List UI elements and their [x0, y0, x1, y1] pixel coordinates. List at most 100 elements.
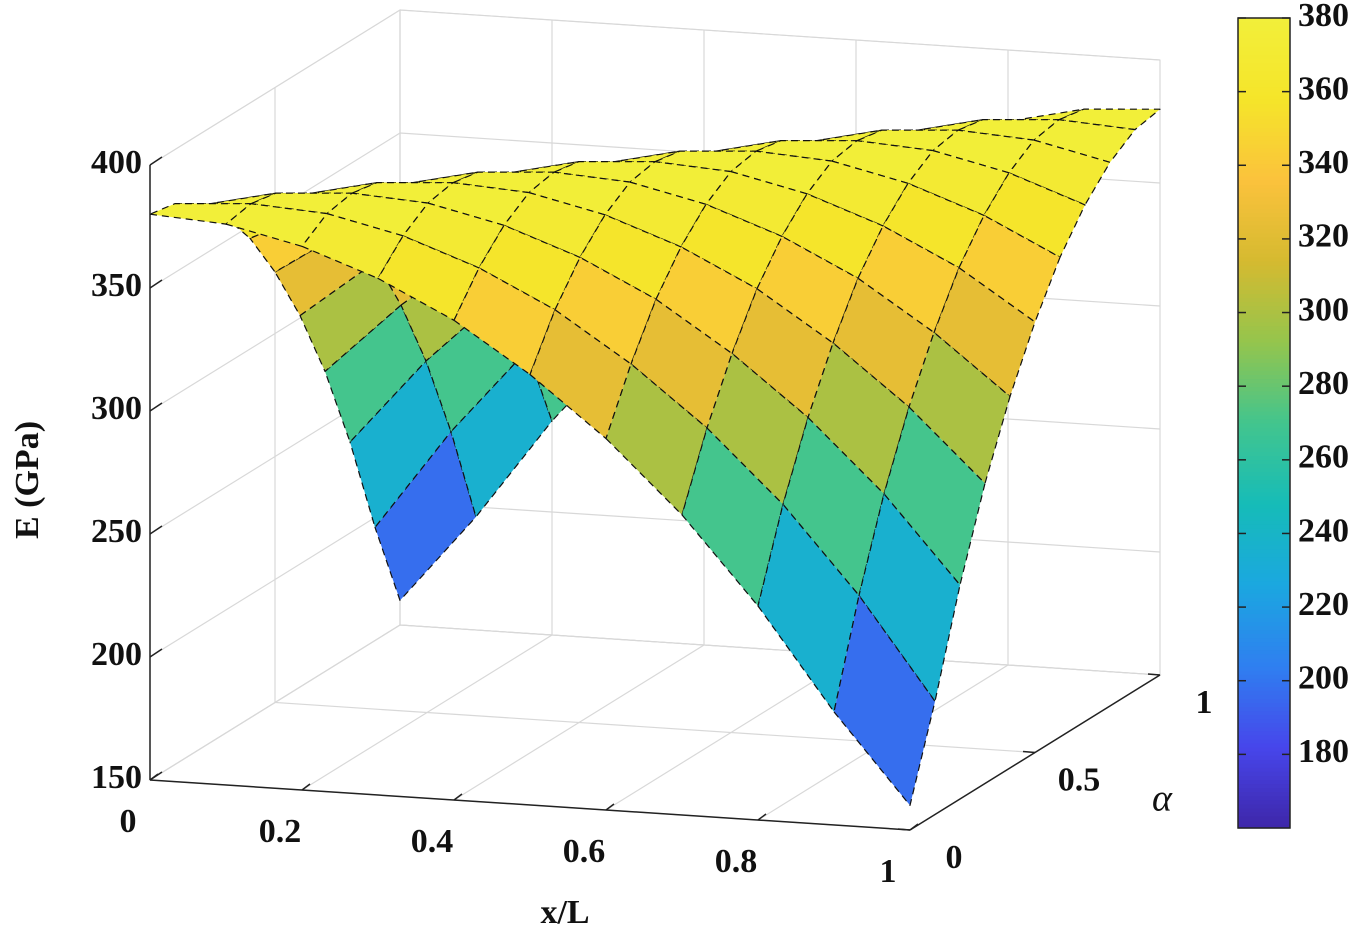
x-tick-label: 0.6 — [563, 833, 606, 870]
colorbar-segment — [1238, 301, 1290, 307]
colorbar-segment — [1238, 516, 1290, 521]
z-tick-label: 400 — [91, 144, 142, 181]
colorbar-segment — [1238, 305, 1290, 311]
colorbar-segment — [1238, 783, 1290, 789]
colorbar-segment — [1238, 706, 1290, 712]
alpha-tick-label: 0 — [946, 839, 963, 876]
colorbar-segment — [1238, 86, 1290, 92]
z-tick-label: 200 — [91, 636, 142, 673]
colorbar-segment — [1238, 540, 1290, 546]
colorbar-segment — [1238, 386, 1290, 392]
z-tick-label: 350 — [91, 267, 142, 304]
colorbar-segment — [1238, 508, 1290, 513]
colorbar-segment — [1238, 718, 1290, 724]
colorbar-segment — [1238, 641, 1290, 647]
colorbar-segment — [1238, 26, 1290, 31]
colorbar-segment — [1238, 38, 1290, 43]
z-tick-label: 250 — [91, 513, 142, 550]
colorbar-segment — [1238, 309, 1290, 315]
x-tick-label: 0.4 — [411, 823, 454, 860]
colorbar-segment — [1238, 763, 1290, 768]
colorbar-segment — [1238, 682, 1290, 687]
colorbar-segment — [1238, 232, 1290, 238]
colorbar-segment — [1238, 313, 1290, 319]
alpha-tick-label: 0.5 — [1058, 761, 1101, 798]
colorbar-segment — [1238, 536, 1290, 542]
alpha-tick-label: 1 — [1196, 684, 1213, 721]
colorbar-segment — [1238, 585, 1290, 590]
colorbar-segment — [1238, 337, 1290, 343]
colorbar-tick-label: 180 — [1298, 733, 1349, 770]
colorbar-segment — [1238, 811, 1290, 817]
colorbar-segment — [1238, 293, 1290, 299]
colorbar-tick-label: 280 — [1298, 365, 1349, 402]
colorbar-segment — [1238, 171, 1290, 177]
colorbar-segment — [1238, 467, 1290, 473]
colorbar-segment — [1238, 127, 1290, 132]
colorbar-segment — [1238, 524, 1290, 529]
colorbar-segment — [1238, 135, 1290, 141]
colorbar-segment — [1238, 366, 1290, 371]
colorbar-segment — [1238, 18, 1290, 23]
colorbar-segment — [1238, 342, 1290, 347]
surface-patch — [908, 331, 1011, 484]
colorbar-tick-label: 240 — [1298, 512, 1349, 549]
colorbar-segment — [1238, 188, 1290, 193]
colorbar-segment — [1238, 224, 1290, 230]
colorbar-segment — [1238, 66, 1290, 72]
colorbar-segment — [1238, 722, 1290, 728]
surface-patch — [833, 594, 936, 807]
colorbar-segment — [1238, 483, 1290, 489]
colorbar-segment — [1238, 204, 1290, 209]
colorbar-tick-label: 380 — [1298, 0, 1349, 34]
colorbar-frame — [1237, 17, 1291, 829]
colorbar-tick-label: 360 — [1298, 70, 1349, 107]
colorbar-segment — [1238, 123, 1290, 128]
colorbar-segment — [1238, 289, 1290, 294]
colorbar-segment — [1238, 398, 1290, 404]
colorbar-segment — [1238, 54, 1290, 60]
colorbar-segment — [1238, 787, 1290, 793]
colorbar-segment — [1238, 256, 1290, 262]
colorbar-segment — [1238, 107, 1290, 112]
colorbar-segment — [1238, 702, 1290, 708]
colorbar-segment — [1238, 698, 1290, 704]
colorbar-segment — [1238, 649, 1290, 655]
colorbar-segment — [1238, 236, 1290, 242]
colorbar-segment — [1238, 184, 1290, 189]
colorbar-segment — [1238, 394, 1290, 400]
colorbar-segment — [1238, 346, 1290, 351]
colorbar-tick-label: 320 — [1298, 218, 1349, 255]
colorbar-segment — [1238, 532, 1290, 537]
colorbar-tick-label: 220 — [1298, 586, 1349, 623]
colorbar-segment — [1238, 479, 1290, 485]
colorbar-segment — [1238, 475, 1290, 481]
colorbar-segment — [1238, 240, 1290, 246]
x-tick — [301, 783, 311, 791]
z-axis-label: E (GPa) — [9, 421, 46, 539]
colorbar-segment — [1238, 572, 1290, 578]
z-tick — [149, 648, 163, 658]
colorbar-segment — [1238, 94, 1290, 100]
colorbar-segment — [1238, 751, 1290, 756]
colorbar-segment — [1238, 734, 1290, 740]
colorbar-segment — [1238, 803, 1290, 809]
colorbar-segment — [1238, 131, 1290, 137]
colorbar-segment — [1238, 155, 1290, 161]
colorbar-segment — [1238, 463, 1290, 469]
colorbar-segment — [1238, 374, 1290, 380]
colorbar-segment — [1238, 528, 1290, 533]
colorbar-segment — [1238, 504, 1290, 509]
colorbar-segment — [1238, 175, 1290, 181]
colorbar-segment — [1238, 362, 1290, 367]
colorbar-segment — [1238, 378, 1290, 384]
x-tick-label: 1 — [880, 853, 897, 890]
colorbar-segment — [1238, 443, 1290, 448]
colorbar-tick-label: 200 — [1298, 660, 1349, 697]
x-tick-label: 0 — [120, 803, 137, 840]
colorbar-segment — [1238, 265, 1290, 270]
colorbar-segment — [1238, 548, 1290, 554]
colorbar-tick-label: 300 — [1298, 291, 1349, 328]
colorbar-segment — [1238, 759, 1290, 764]
colorbar-segment — [1238, 439, 1290, 444]
